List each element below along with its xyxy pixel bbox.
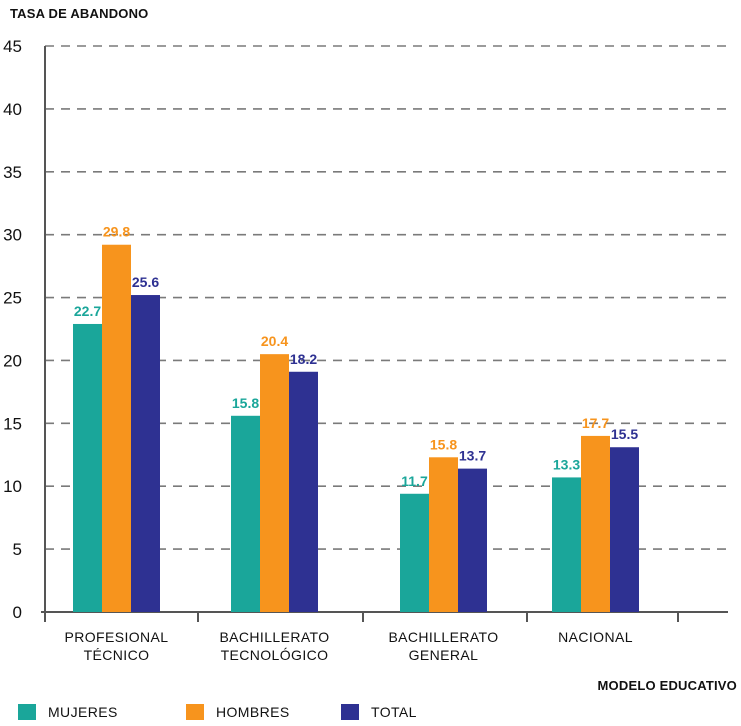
bar-total-2	[458, 468, 487, 612]
legend-swatch-hombres	[186, 704, 204, 720]
data-label: 29.8	[103, 224, 130, 240]
y-axis-title: TASA DE ABANDONO	[10, 6, 149, 21]
data-label: 11.7	[401, 473, 428, 489]
data-label: 15.5	[611, 426, 638, 442]
x-tick-label: NACIONAL	[558, 629, 633, 645]
x-tick-label: TECNOLÓGICO	[221, 647, 329, 663]
y-tick-label: 35	[3, 163, 22, 182]
bar-mujeres-3	[552, 477, 581, 612]
x-tick-label: BACHILLERATO	[388, 629, 498, 645]
y-tick-label: 25	[3, 289, 22, 308]
bar-total-1	[289, 371, 318, 612]
y-tick-label: 40	[3, 100, 22, 119]
data-label: 13.7	[459, 448, 486, 464]
data-label: 25.6	[132, 274, 159, 290]
bar-hombres-2	[429, 457, 458, 612]
bar-hombres-1	[260, 354, 289, 612]
legend-swatch-mujeres	[18, 704, 36, 720]
legend-item-hombres: HOMBRES	[186, 704, 341, 720]
y-tick-label: 45	[3, 37, 22, 56]
legend-swatch-total	[341, 704, 359, 720]
x-tick-label: BACHILLERATO	[219, 629, 329, 645]
y-tick-label: 10	[3, 477, 22, 496]
bar-mujeres-2	[400, 493, 429, 612]
data-label: 18.2	[290, 351, 317, 367]
y-tick-label: 20	[3, 351, 22, 370]
bar-hombres-3	[581, 435, 610, 612]
data-label: 22.7	[74, 303, 101, 319]
bar-total-3	[610, 447, 639, 612]
legend-label-total: TOTAL	[371, 704, 417, 720]
legend: MUJERES HOMBRES TOTAL	[18, 704, 417, 720]
data-label: 20.4	[261, 333, 288, 349]
data-label: 17.7	[582, 415, 609, 431]
legend-label-hombres: HOMBRES	[216, 704, 290, 720]
data-label: 15.8	[430, 436, 457, 452]
bar-hombres-0	[102, 244, 131, 612]
x-tick-label: TÉCNICO	[84, 647, 150, 663]
x-tick-label: GENERAL	[409, 647, 479, 663]
legend-item-total: TOTAL	[341, 704, 417, 720]
x-axis-title: MODELO EDUCATIVO	[597, 678, 737, 693]
legend-item-mujeres: MUJERES	[18, 704, 186, 720]
y-tick-label: 0	[13, 603, 22, 622]
legend-label-mujeres: MUJERES	[48, 704, 118, 720]
bar-mujeres-1	[231, 415, 260, 612]
y-tick-label: 15	[3, 414, 22, 433]
y-tick-label: 30	[3, 226, 22, 245]
x-tick-label: PROFESIONAL	[65, 629, 169, 645]
bar-mujeres-0	[73, 323, 102, 612]
bar-total-0	[131, 295, 160, 612]
data-label: 15.8	[232, 395, 259, 411]
data-label: 13.3	[553, 456, 580, 472]
y-tick-label: 5	[13, 540, 22, 559]
